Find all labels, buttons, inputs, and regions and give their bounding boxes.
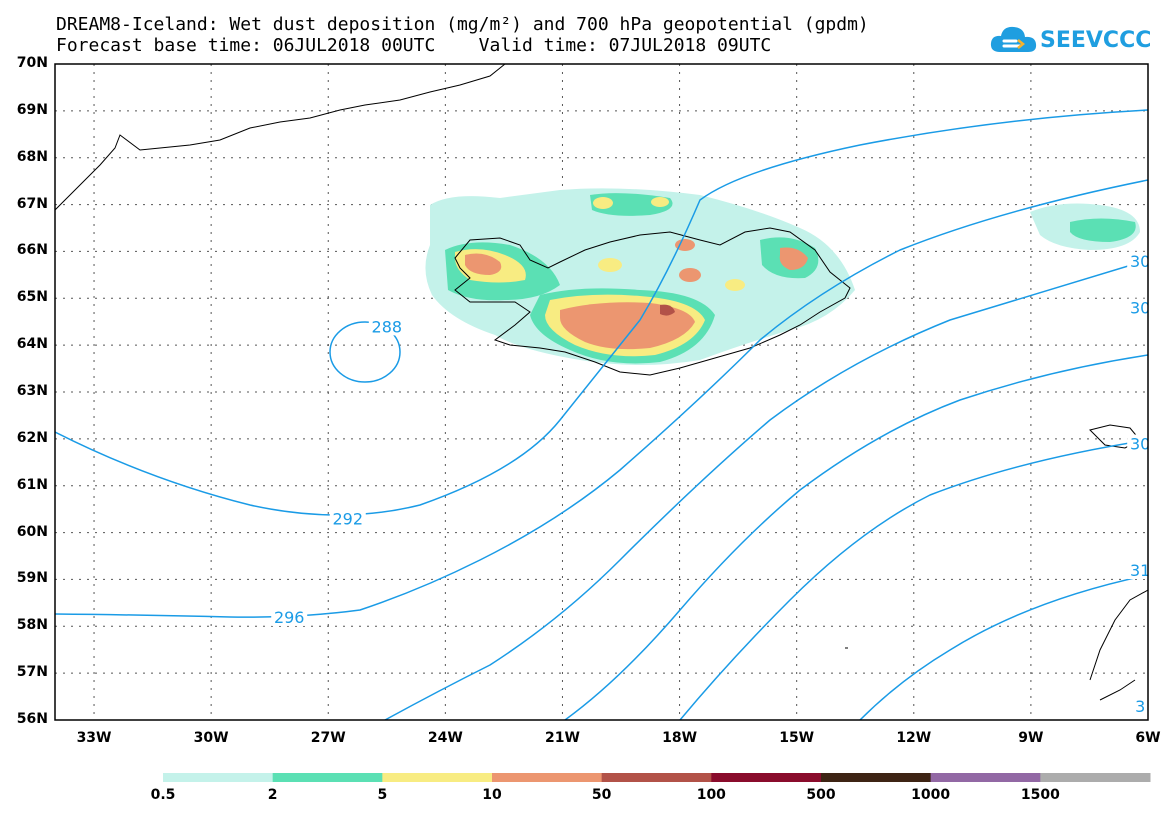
longitude-label: 12W: [896, 730, 932, 746]
colorbar-segment: [163, 773, 274, 782]
colorbar-label: 2: [267, 787, 278, 803]
latitude-label: 69N: [16, 101, 48, 118]
colorbar-label: 5: [377, 787, 388, 803]
longitude-label: 24W: [427, 730, 463, 746]
longitude-label: 6W: [1135, 730, 1161, 746]
longitude-label: 33W: [76, 730, 112, 746]
colorbar-segment: [711, 773, 822, 782]
latitude-label: 60N: [16, 523, 48, 540]
contour-label-bg: [271, 607, 308, 626]
latitude-label: 57N: [16, 664, 48, 681]
longitude-label: 21W: [544, 730, 580, 746]
geopotential-contours: [55, 109, 1148, 720]
contour-label: 292: [332, 510, 363, 529]
greenland-coastline: [55, 64, 506, 211]
logo-text: SEEVCCC: [1040, 28, 1152, 53]
colorbar-segment: [601, 773, 712, 782]
contour-312: [859, 574, 1148, 720]
contour-300: [384, 259, 1148, 720]
colorbar-label: 500: [806, 787, 836, 803]
dust-spot: [725, 279, 745, 291]
contour-label-bg: [368, 317, 405, 336]
latitude-label: 59N: [16, 570, 48, 587]
wet-dust-deposition-field: [425, 188, 1140, 365]
colorbar-label: 1000: [911, 787, 951, 803]
contour-labels: 288 292 296 30 30 30 31 3: [271, 251, 1150, 716]
contour-label: 31: [1130, 561, 1150, 580]
colorbar-label: 1500: [1020, 787, 1060, 803]
colorbar-segment: [1040, 773, 1151, 782]
colorbar-label: 0.5: [150, 787, 176, 803]
contour-label-bg: [1127, 434, 1148, 453]
contour-label: 296: [274, 608, 305, 627]
dust-spot: [598, 258, 622, 272]
contour-label: 288: [372, 317, 403, 336]
longitude-label: 30W: [193, 730, 229, 746]
latitude-label: 67N: [16, 195, 48, 212]
latitude-label: 65N: [16, 289, 48, 306]
colorbar-label: 100: [696, 787, 726, 803]
contour-304: [564, 354, 1148, 720]
latitude-label: 63N: [16, 383, 48, 399]
forecast-times: Forecast base time: 06JUL2018 00UTC Vali…: [56, 35, 772, 56]
latitude-label: 66N: [16, 242, 48, 259]
latitude-label: 70N: [16, 55, 48, 71]
colorbar-segment: [382, 773, 493, 782]
colorbar-segment: [492, 773, 603, 782]
contour-label-bg: [329, 509, 366, 528]
latitude-label: 56N: [16, 711, 48, 727]
iceland-coastline: [454, 227, 851, 376]
dust-spot: [679, 268, 701, 282]
contour-label: 30: [1130, 299, 1150, 318]
colorbar-label: 10: [482, 787, 502, 803]
dust-area-dark: [660, 304, 675, 316]
contour-label: 30: [1130, 252, 1150, 271]
dust-spot: [593, 197, 613, 209]
contour-label: 30: [1130, 435, 1150, 454]
seevccc-logo: SEEVCCC: [990, 22, 1170, 58]
latitude-label: 64N: [16, 336, 48, 353]
latitude-label: 58N: [16, 617, 48, 634]
colorbar-segment: [930, 773, 1041, 782]
contour-288: [329, 321, 401, 383]
contour-292: [55, 109, 1148, 516]
colorbar-segment: [821, 773, 932, 782]
contour-label-bg: [1132, 696, 1148, 715]
scotland-coastline: [1089, 589, 1148, 701]
latitude-label: 62N: [16, 429, 48, 446]
contour-296: [55, 179, 1148, 618]
longitude-label: 9W: [1018, 730, 1044, 746]
coastlines: [55, 64, 1148, 701]
cloud-icon: [990, 26, 1037, 52]
contour-label-bg: [1127, 298, 1148, 317]
latitude-label: 61N: [16, 476, 48, 493]
contour-label: 3: [1135, 697, 1145, 716]
dust-spot: [675, 239, 695, 251]
dust-area-green3: [590, 193, 673, 216]
map-title: DREAM8-Iceland: Wet dust deposition (mg/…: [56, 14, 869, 35]
contour-label-bg: [1127, 561, 1148, 580]
longitude-label: 15W: [779, 730, 815, 746]
contour-label-bg: [1127, 251, 1148, 270]
dust-spot: [651, 197, 669, 207]
colorbar-label: 50: [591, 787, 612, 803]
dust-area-orange2: [465, 253, 502, 275]
map-frame: [54, 63, 1149, 721]
colorbar: [163, 773, 1151, 782]
colorbar-segment: [272, 773, 383, 782]
dust-area-orange3: [779, 247, 808, 270]
latitude-label: 68N: [16, 148, 48, 165]
longitude-label: 18W: [662, 730, 698, 746]
contour-308: [679, 439, 1148, 720]
longitude-label: 27W: [310, 730, 346, 746]
dust-area-green5: [1070, 218, 1136, 242]
